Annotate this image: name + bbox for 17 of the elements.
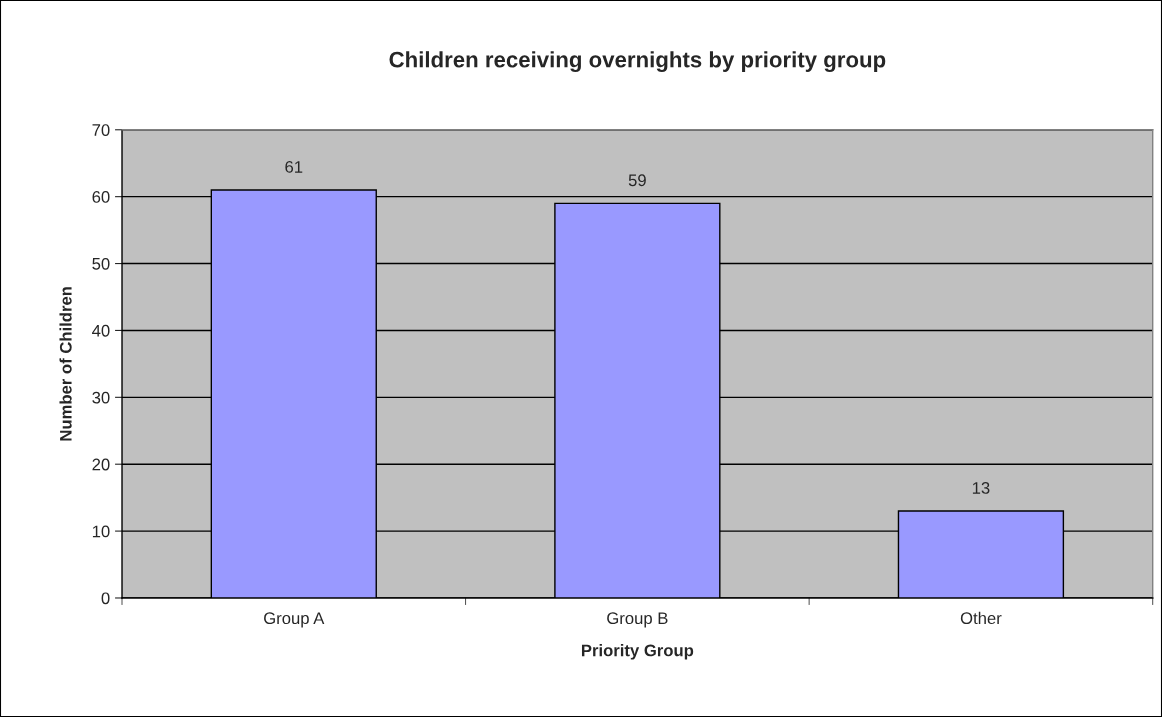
- x-axis-title: Priority Group: [581, 644, 694, 660]
- y-tick-label: 40: [92, 324, 110, 337]
- y-tick-label: 30: [92, 391, 110, 404]
- y-tick-label: 50: [92, 257, 110, 270]
- y-tick-label: 20: [92, 458, 110, 471]
- y-tick-label: 60: [92, 191, 110, 203]
- chart-title: Children receiving overnights by priority group: [389, 51, 886, 72]
- y-tick-label: 10: [92, 525, 110, 538]
- x-tick-label: Other: [960, 611, 1002, 625]
- data-label: 13: [972, 482, 990, 494]
- x-tick-label: Group A: [264, 612, 325, 628]
- data-label: 61: [285, 160, 303, 173]
- y-axis-title: Number of Children: [59, 287, 72, 441]
- y-tick-label: 70: [92, 124, 110, 136]
- data-label: 59: [628, 174, 646, 187]
- y-tick-label: 0: [101, 592, 110, 605]
- x-tick-label: Group B: [607, 612, 668, 628]
